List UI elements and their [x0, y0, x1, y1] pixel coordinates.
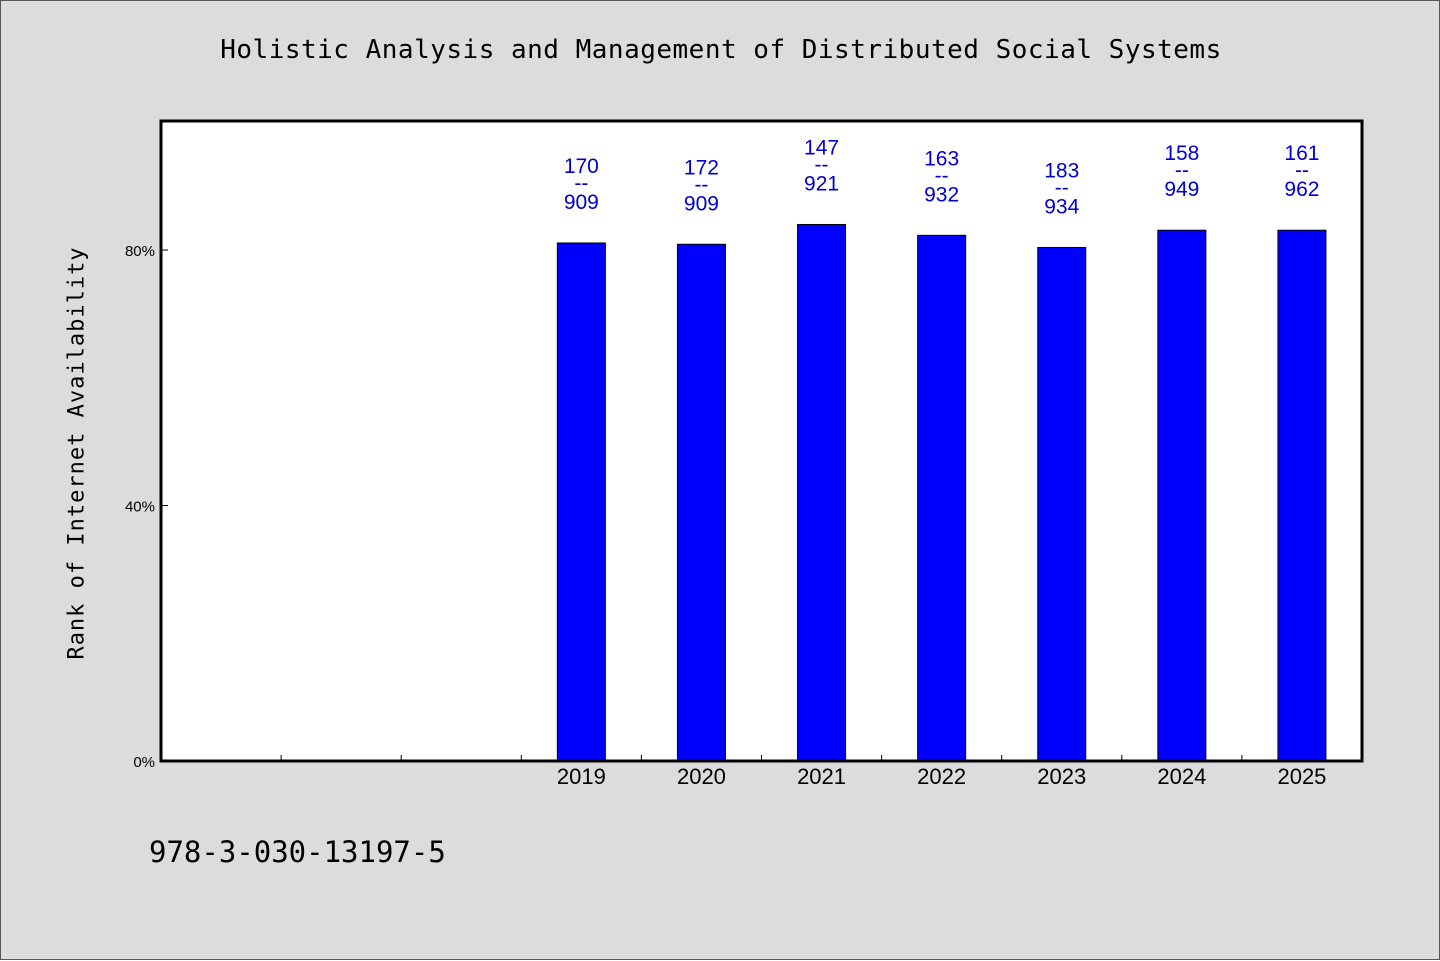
- data-label-2019-line-2: --: [574, 172, 588, 195]
- data-label-2023-line-2: --: [1055, 176, 1069, 199]
- data-label-2024-line-2: --: [1175, 159, 1189, 182]
- data-label-2025-line-3: 962: [1284, 178, 1319, 201]
- x-tick-label-2021: 2021: [797, 764, 846, 789]
- data-label-2019-line-1: 170: [564, 155, 599, 178]
- data-label-2022-line-2: --: [935, 164, 949, 187]
- bar-2024: [1157, 229, 1207, 762]
- data-label-2021-line-1: 147: [804, 136, 839, 159]
- x-tick-label-2019: 2019: [557, 764, 606, 789]
- y-tick-label-0%: 0%: [133, 754, 155, 771]
- data-label-2020-line-1: 172: [684, 156, 719, 179]
- bar-2025: [1277, 229, 1327, 762]
- data-label-2023-line-1: 183: [1044, 159, 1079, 182]
- data-label-2022-line-1: 163: [924, 147, 959, 170]
- data-label-2024-line-1: 158: [1164, 142, 1199, 165]
- y-tick-label-80%: 80%: [125, 243, 155, 260]
- bar-2019: [556, 242, 606, 762]
- data-label-2021-line-2: --: [815, 153, 829, 176]
- data-label-2024-line-3: 949: [1164, 178, 1199, 201]
- data-label-2021-line-3: 921: [804, 172, 839, 195]
- bar-2022: [917, 234, 967, 762]
- x-tick-label-2025: 2025: [1277, 764, 1326, 789]
- x-tick-label-2023: 2023: [1037, 764, 1086, 789]
- data-label-2025-line-2: --: [1295, 159, 1309, 182]
- data-label-2020-line-2: --: [694, 173, 708, 196]
- footer-isbn: 978-3-030-13197-5: [149, 835, 446, 869]
- bar-2021: [797, 223, 847, 762]
- data-label-2020-line-3: 909: [684, 192, 719, 215]
- x-tick-label-2020: 2020: [677, 764, 726, 789]
- chart-title: Holistic Analysis and Management of Dist…: [220, 35, 1222, 65]
- y-tick-label-40%: 40%: [125, 499, 155, 516]
- x-tick-label-2024: 2024: [1157, 764, 1206, 789]
- data-label-2022-line-3: 932: [924, 183, 959, 206]
- data-label-2019-line-3: 909: [564, 191, 599, 214]
- x-tick-label-2022: 2022: [917, 764, 966, 789]
- data-label-2023-line-3: 934: [1044, 195, 1079, 218]
- bar-2020: [676, 243, 726, 762]
- data-label-2025-line-1: 161: [1284, 142, 1319, 165]
- bar-2023: [1037, 246, 1087, 762]
